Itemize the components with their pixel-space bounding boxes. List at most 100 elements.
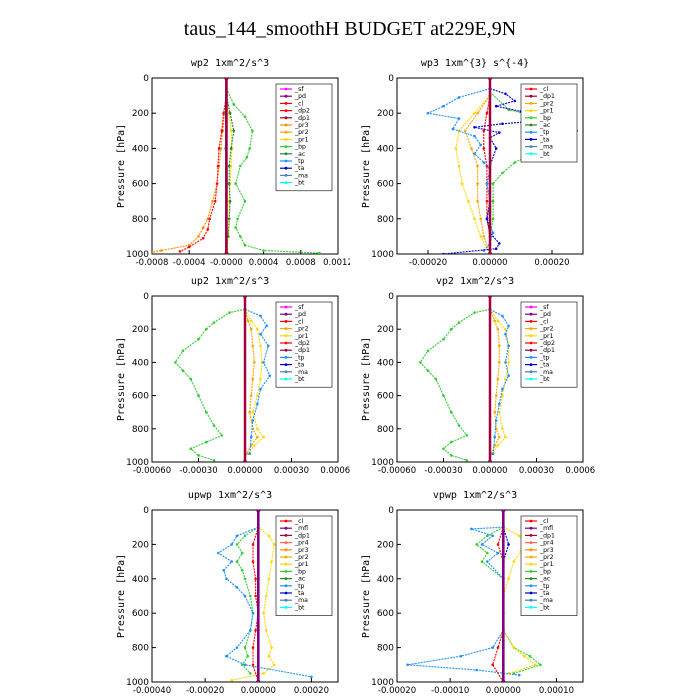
series-point <box>227 164 231 168</box>
upwp-panel: upwp 1xm^2/s^3 0 200 400 600 800 1000 -0.00040… <box>110 490 350 700</box>
series-point <box>201 226 205 229</box>
y-tick-label: 800 <box>132 644 149 654</box>
series-point <box>205 410 208 414</box>
series-point <box>249 394 253 397</box>
series-point <box>494 104 498 108</box>
y-tick-label: 0 <box>143 292 149 302</box>
legend-marker <box>284 123 288 127</box>
wp3-chart: 0 200 400 600 800 1000 -0.00020 0.00000 0.00020 P… <box>361 74 584 268</box>
legend-marker <box>284 370 288 374</box>
series-point <box>487 296 493 299</box>
legend-marker <box>529 534 533 537</box>
legend-label: _mfl <box>294 525 308 532</box>
series-point <box>465 459 469 462</box>
x-tick-label: 0.0012 <box>323 258 350 268</box>
series-point <box>442 394 445 397</box>
series-point <box>450 454 453 457</box>
x-tick-label: 0.00060 <box>565 466 595 476</box>
series-point <box>491 663 494 667</box>
series-point <box>493 435 496 439</box>
up2-chart: 0 200 400 600 800 1000-0.00060 -0.00030 0.00000… <box>116 292 350 476</box>
series-line-tp <box>244 308 271 454</box>
panel-title: up2 1xm^2/s^3 <box>190 276 270 287</box>
series-point <box>476 182 479 185</box>
y-tick-label: 200 <box>132 540 149 550</box>
series-point <box>225 577 228 581</box>
series-point <box>205 327 208 331</box>
series-point <box>253 361 256 364</box>
y-axis-label: Pressure [hPa] <box>116 337 127 421</box>
series-point <box>486 551 489 555</box>
vpwp-chart: 0 200 400 600 800 1000-0.00020 -0.00010 0.00000… <box>361 506 584 696</box>
series-point <box>241 568 244 572</box>
series-point <box>208 217 211 221</box>
x-tick-label: -0.00040 <box>133 686 171 696</box>
series-point <box>228 111 232 115</box>
series-point <box>406 663 409 667</box>
legend-marker <box>529 109 533 112</box>
series-point <box>227 182 231 185</box>
legend-label: _dp2 <box>294 108 310 115</box>
series-point <box>504 332 507 336</box>
series-point <box>215 182 219 185</box>
series-point <box>533 663 537 667</box>
y-tick-label: 1000 <box>371 458 394 468</box>
series-point <box>496 543 500 546</box>
panel-title: wp3 1xm^{3} s^{-4} <box>420 58 530 69</box>
series-point <box>181 349 185 353</box>
series-point <box>251 560 255 563</box>
legend-marker <box>284 102 288 105</box>
legend-label: _tp <box>294 354 305 361</box>
series-point <box>442 447 445 450</box>
legend-label: _bt <box>539 151 550 158</box>
series-point <box>473 217 476 221</box>
series-point <box>457 117 461 120</box>
legend-label: _pr1 <box>294 333 309 340</box>
legend-label: _bt <box>539 376 550 383</box>
legend-marker <box>529 116 533 120</box>
legend-marker <box>284 363 288 366</box>
series-point <box>197 394 200 397</box>
series-point <box>189 377 193 381</box>
x-tick-label: 0.00020 <box>534 258 569 268</box>
legend-marker <box>529 526 533 530</box>
y-tick-label: 800 <box>132 425 149 435</box>
series-point <box>442 337 445 341</box>
legend-label: _ma <box>539 369 553 376</box>
series-point <box>501 394 504 397</box>
legend-marker <box>284 548 288 552</box>
y-tick-label: 1000 <box>126 458 149 468</box>
y-tick-label: 400 <box>377 358 394 368</box>
series-point <box>487 459 493 462</box>
series-point <box>220 434 224 437</box>
series-point <box>187 243 191 247</box>
legend-label: _ac <box>294 151 306 158</box>
series-point <box>528 654 532 658</box>
legend-label: _pr4 <box>294 540 309 547</box>
series-line-pr1 <box>455 95 491 254</box>
series-point <box>473 152 476 155</box>
series-group <box>419 296 510 462</box>
series-group <box>406 510 542 682</box>
legend-label: _dp2 <box>539 340 555 347</box>
legend-label: _bt <box>294 604 305 611</box>
series-point <box>482 129 486 133</box>
series-point <box>504 377 507 381</box>
series-point <box>476 199 479 203</box>
series-point <box>498 131 501 134</box>
series-point <box>243 663 247 667</box>
series-point <box>259 314 262 318</box>
series-point <box>262 672 265 675</box>
series-point <box>501 510 506 513</box>
series-point <box>473 126 476 129</box>
series-point <box>235 586 239 589</box>
x-tick-label: -0.00020 <box>186 686 224 696</box>
legend-marker <box>284 570 288 573</box>
series-point <box>482 235 486 238</box>
wp3-panel: wp3 1xm^{3} s^{-4} 0 200 400 600 800 1000 -0.0… <box>355 58 595 273</box>
legend-label: _pr1 <box>294 136 309 143</box>
series-point <box>507 543 510 546</box>
legend-marker <box>284 320 288 323</box>
y-tick-label: 1000 <box>371 250 394 260</box>
series-point <box>498 402 501 406</box>
